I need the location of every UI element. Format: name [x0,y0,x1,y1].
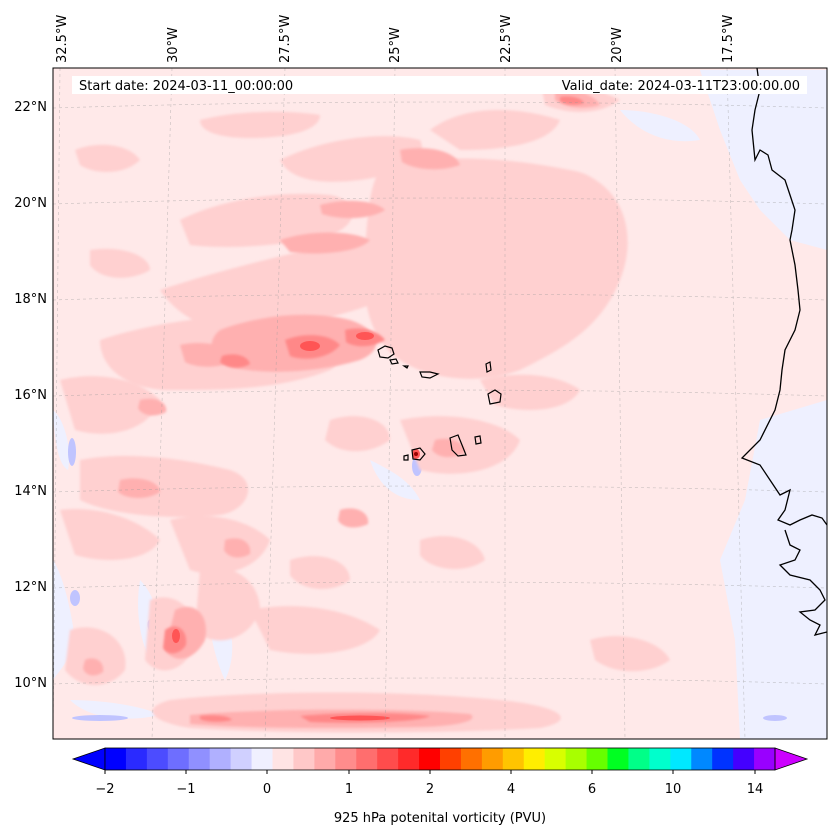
island-sao-vicente [389,358,399,365]
colorbar-segment [607,748,630,770]
lon-label-25w: 25°W [388,27,403,63]
lon-label-32-5w: 32.5°W [55,15,70,63]
lon-label-17-5w: 17.5°W [721,15,736,63]
colorbar-segment [272,748,295,770]
cb-tick-4: 4 [507,782,515,797]
island-santo-antao [377,345,395,359]
cb-tick-minus-1: −1 [176,782,195,797]
colorbar-segment [565,748,588,770]
island-fogo [411,447,426,461]
colorbar-segment [398,748,420,770]
lon-label-27-5w: 27.5°W [278,15,293,63]
colorbar-frame [104,747,776,771]
pv-max-core [414,452,418,456]
colorbar: −2 −1 0 1 2 4 6 10 14 925 hPa potenital … [71,747,809,826]
lat-label-20n: 20°N [14,196,47,211]
map-panel: Start date: 2024-03-11_00:00:00 Valid_da… [53,68,827,739]
cb-tick-6: 6 [588,782,596,797]
colorbar-segment [335,748,357,770]
cb-tick-10: 10 [665,782,682,797]
colorbar-segment [230,748,253,770]
colorbar-segment [460,748,483,770]
colorbar-segment [481,748,504,770]
latitude-labels: 22°N 20°N 18°N 16°N 14°N 12°N 10°N [14,100,47,691]
cb-tick-2: 2 [426,782,434,797]
island-maio [474,435,482,445]
lat-label-18n: 18°N [14,292,47,307]
longitude-labels: 32.5°W 30°W 27.5°W 25°W 22.5°W 20°W 17.5… [55,15,736,63]
lon-label-20w: 20°W [610,27,625,63]
info-banner [72,76,807,94]
colorbar-segments [105,748,776,770]
island-santa-luzia [402,365,409,369]
cb-tick-0: 0 [263,782,271,797]
lat-label-16n: 16°N [14,388,47,403]
colorbar-segment [377,748,399,770]
colorbar-segment [586,748,609,770]
pv-red-cores [172,332,420,721]
colorbar-ticks [104,770,756,774]
island-boa-vista [487,389,502,405]
colorbar-segment [146,748,169,770]
start-date-label: Start date: 2024-03-11_00:00:00 [79,79,293,94]
cb-tick-1: 1 [345,782,353,797]
colorbar-segment [209,748,232,770]
colorbar-segment [251,748,274,770]
lat-label-12n: 12°N [14,580,47,595]
island-sal [485,361,492,373]
island-santiago [449,434,467,457]
colorbar-segment [691,748,713,770]
lat-label-10n: 10°N [14,676,47,691]
colorbar-title: 925 hPa potenital vorticity (PVU) [334,811,546,826]
map-frame [52,67,828,740]
colorbar-segment [712,748,734,770]
lon-label-22-5w: 22.5°W [499,15,514,63]
lat-lon-gridlines [53,68,827,739]
cape-verde-islands [377,345,502,461]
colorbar-under-arrow [71,747,106,771]
colorbar-segment [419,748,441,770]
negative-pv-patches [53,70,827,739]
african-coastline [740,68,827,636]
lat-label-22n: 22°N [14,100,47,115]
colorbar-segment [523,748,546,770]
island-brava [403,454,409,461]
colorbar-over-arrow [774,747,809,771]
colorbar-segment [356,748,378,770]
pv-light-pink [60,80,670,733]
colorbar-tick-labels: −2 −1 0 1 2 4 6 10 14 [95,782,763,797]
colorbar-segment [293,748,315,770]
colorbar-segment [544,748,567,770]
cb-tick-14: 14 [747,782,764,797]
lon-label-30w: 30°W [166,27,181,63]
colorbar-segment [188,748,211,770]
colorbar-segment [105,748,127,770]
colorbar-segment [733,748,755,770]
colorbar-segment [502,748,525,770]
colorbar-segment [670,748,692,770]
valid-date-label: Valid_date: 2024-03-11T23:00:00.00 [562,79,800,94]
lat-label-14n: 14°N [14,484,47,499]
cb-tick-minus-2: −2 [95,782,114,797]
island-sao-nicolau [419,371,440,379]
colorbar-segment [167,748,190,770]
colorbar-segment [125,748,148,770]
colorbar-segment [628,748,650,770]
colorbar-segment [649,748,671,770]
colorbar-segment [754,748,776,770]
colorbar-segment [314,748,336,770]
colorbar-segment [440,748,462,770]
